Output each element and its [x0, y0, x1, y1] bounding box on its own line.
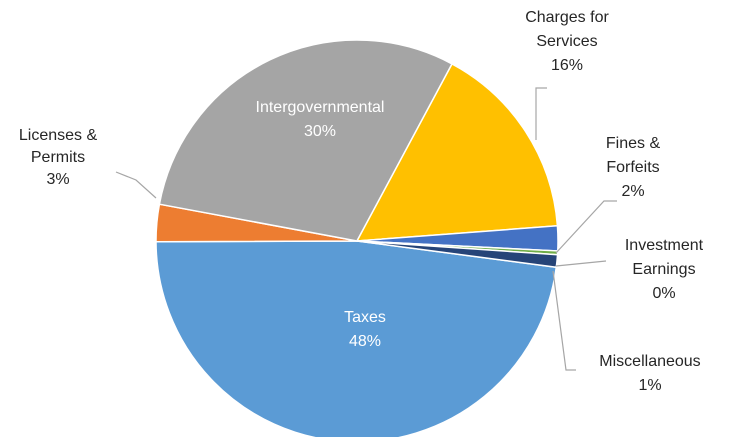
- slice-name-investment-earnings: Earnings: [632, 261, 695, 278]
- slice-percent-fines-forfeits: 2%: [621, 183, 644, 200]
- data-label-investment-earnings: Investment Earnings 0%: [625, 237, 704, 302]
- leader-line-miscellaneous: [552, 270, 576, 371]
- data-label-fines-forfeits: Fines & Forfeits 2%: [606, 135, 661, 200]
- slice-percent-taxes: 48%: [349, 333, 381, 350]
- slice-percent-investment-earnings: 0%: [652, 285, 675, 302]
- slice-percent-charges-for-services: 16%: [551, 57, 583, 74]
- slice-percent-licenses-permits: 3%: [46, 171, 69, 188]
- slice-name-miscellaneous: Miscellaneous: [599, 353, 700, 370]
- slice-name-investment-earnings: Investment: [625, 237, 704, 254]
- data-label-miscellaneous: Miscellaneous 1%: [599, 353, 700, 394]
- slice-percent-miscellaneous: 1%: [638, 377, 661, 394]
- pie-slice-miscellaneous: [356, 240, 559, 269]
- slice-percent-intergovernmental: 30%: [304, 123, 336, 140]
- slice-name-intergovernmental: Intergovernmental: [256, 99, 385, 116]
- slice-name-charges-for-services: Services: [536, 33, 597, 50]
- slice-name-licenses-permits: Licenses &: [19, 127, 98, 144]
- pie-slice-charges-for-services: [355, 62, 559, 242]
- leader-line-licenses-permits: [115, 171, 157, 199]
- pie-slice-taxes: [155, 240, 558, 437]
- slice-name-fines-forfeits: Forfeits: [606, 159, 659, 176]
- leader-line-charges-for-services: [535, 87, 547, 140]
- slice-name-fines-forfeits: Fines &: [606, 135, 661, 152]
- data-label-charges-for-services: Charges for Services 16%: [525, 9, 609, 74]
- data-label-licenses-permits: Licenses & Permits 3%: [19, 127, 98, 188]
- slice-name-licenses-permits: Permits: [31, 149, 85, 166]
- data-label-intergovernmental: Intergovernmental 30%: [256, 99, 385, 140]
- data-label-taxes: Taxes 48%: [344, 309, 386, 350]
- leader-line-fines-forfeits: [555, 200, 617, 254]
- slice-name-charges-for-services: Charges for: [525, 9, 609, 26]
- pie-slice-intergovernmental: [158, 39, 454, 242]
- leader-line-investment-earnings: [555, 260, 607, 267]
- slice-name-taxes: Taxes: [344, 309, 386, 326]
